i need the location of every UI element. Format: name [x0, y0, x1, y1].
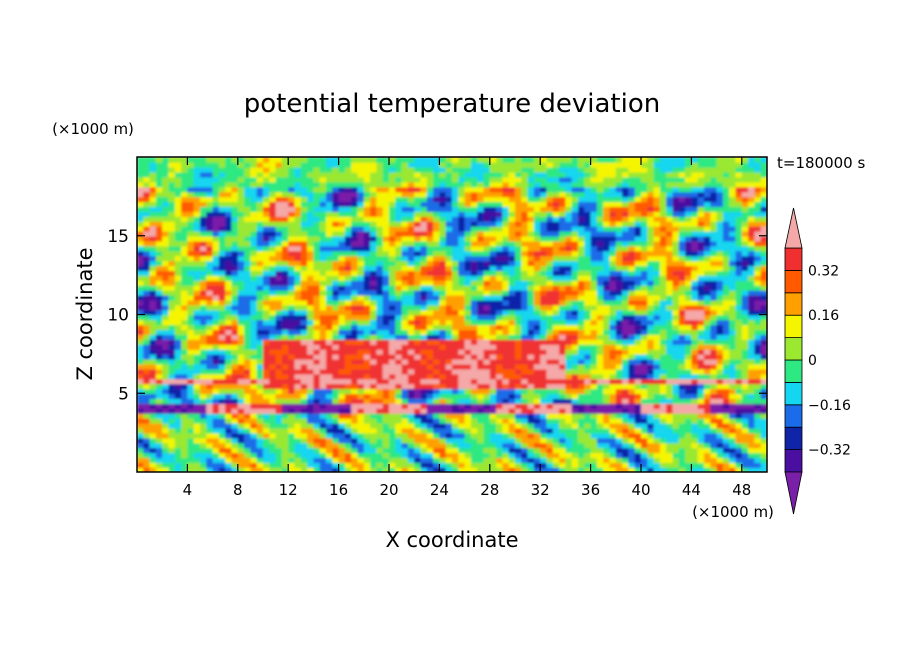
x-tick-label: 24 — [430, 481, 449, 499]
colorbar-tick-label: −0.32 — [808, 443, 851, 459]
y-axis: 5 10 15 — [107, 227, 767, 404]
colorbar-tick-label: 0.32 — [808, 263, 839, 279]
colorbar-segment — [784, 314, 803, 339]
colorbar-segment — [784, 337, 803, 361]
colorbar-segment — [784, 404, 803, 428]
x-tick-label: 16 — [329, 481, 348, 499]
x-tick-label: 28 — [480, 481, 499, 499]
x-tick-label: 8 — [233, 481, 243, 499]
colorbar-segment — [784, 247, 803, 271]
chart-title: potential temperature deviation — [244, 89, 660, 119]
heatmap-field — [137, 157, 767, 472]
time-label: t=180000 s — [777, 154, 865, 172]
x-tick-label: 48 — [732, 481, 751, 499]
colorbar-max-arrow — [784, 207, 803, 249]
colorbar-segment — [784, 292, 803, 316]
x-tick-label: 44 — [682, 481, 701, 499]
x-tick-label: 40 — [631, 481, 650, 499]
y-tick-label: 5 — [118, 384, 129, 404]
colorbar-segment — [784, 269, 803, 294]
x-tick-label: 36 — [581, 481, 600, 499]
colorbar: 0.32 0.16 0 −0.16 −0.32 — [784, 207, 851, 515]
x-tick-label: 20 — [379, 481, 398, 499]
colorbar-segment — [784, 426, 803, 451]
x-tick-label: 12 — [279, 481, 298, 499]
x-axis: 4 8 12 16 20 24 28 32 36 40 44 48 — [183, 157, 751, 499]
y-axis-label: Z coordinate — [73, 247, 97, 380]
colorbar-segment — [784, 359, 803, 383]
x-tick-label: 4 — [183, 481, 193, 499]
x-axis-label: X coordinate — [385, 528, 518, 552]
x-tick-label: 32 — [531, 481, 550, 499]
colorbar-min-arrow — [784, 471, 803, 515]
y-units-label: (×1000 m) — [52, 120, 134, 138]
colorbar-tick-label: −0.16 — [808, 398, 851, 414]
y-tick-label: 10 — [107, 306, 129, 326]
colorbar-tick-label: 0.16 — [808, 308, 839, 324]
y-tick-label: 15 — [107, 227, 129, 247]
colorbar-tick-label: 0 — [808, 353, 817, 369]
colorbar-segment — [784, 449, 803, 473]
x-units-label: (×1000 m) — [692, 503, 774, 521]
colorbar-segment — [784, 381, 803, 406]
